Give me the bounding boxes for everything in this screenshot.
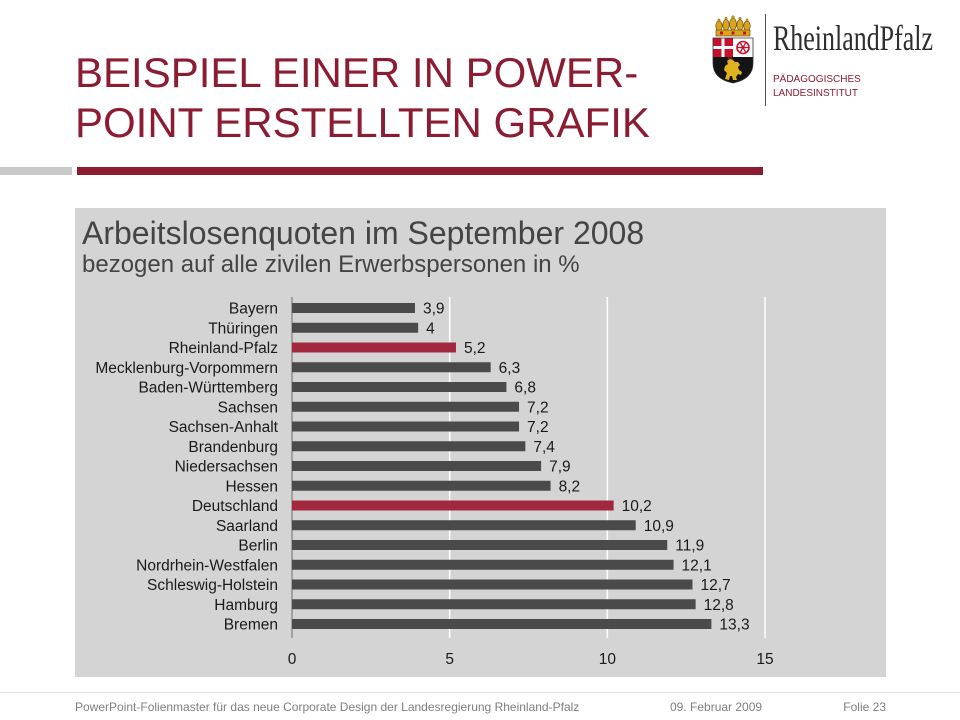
- bar: [292, 401, 520, 412]
- category-label: Berlin: [238, 538, 278, 555]
- slide-number: Folie 23: [843, 700, 886, 714]
- institute-name-line-1: PÄDAGOGISCHES: [773, 74, 861, 85]
- logo-wordmark: RheinlandPfalz: [773, 18, 933, 58]
- data-label: 13,3: [719, 617, 749, 634]
- category-label: Schleswig-Holstein: [147, 577, 278, 594]
- chart-subtitle: bezogen auf alle zivilen Erwerbspersonen…: [82, 251, 580, 278]
- bar: [292, 322, 419, 333]
- slide-title-line-2: POINT ERSTELLTEN GRAFIK: [75, 99, 650, 146]
- logo-wordmark-text: RheinlandPfalz: [773, 18, 933, 58]
- data-label: 7,4: [533, 439, 555, 456]
- category-label: Hamburg: [214, 597, 278, 614]
- bar: [292, 520, 636, 531]
- title-rule-accent: [77, 167, 763, 175]
- title-rule-gray: [0, 167, 72, 175]
- footer-text: PowerPoint-Folienmaster für das neue Cor…: [75, 700, 580, 714]
- category-label: Sachsen: [218, 399, 278, 416]
- category-label: Baden-Württemberg: [138, 380, 278, 397]
- data-label: 8,2: [559, 478, 581, 495]
- data-label: 12,8: [704, 597, 734, 614]
- institute-name-line-2: LANDESINSTITUT: [773, 88, 859, 99]
- crown-icon: [715, 15, 751, 37]
- data-label: 12,7: [700, 577, 730, 594]
- category-label: Mecklenburg-Vorpommern: [95, 360, 278, 377]
- data-label: 11,9: [675, 538, 704, 555]
- category-label: Rheinland-Pfalz: [169, 340, 278, 357]
- data-label: 5,2: [464, 340, 486, 357]
- data-label: 6,3: [499, 360, 521, 377]
- bar: [292, 303, 415, 313]
- logo-divider: [765, 14, 766, 106]
- x-tick-label: 0: [288, 651, 297, 668]
- data-label: 6,8: [514, 380, 536, 397]
- bar: [292, 619, 712, 629]
- bar: [292, 559, 674, 570]
- category-label: Bremen: [224, 617, 278, 634]
- chart-panel: Arbeitslosenquoten im September 2008 bez…: [75, 208, 886, 677]
- category-label: Brandenburg: [188, 439, 278, 456]
- x-tick-label: 15: [756, 651, 773, 668]
- category-label: Bayern: [229, 301, 278, 318]
- bar: [292, 421, 520, 432]
- data-label: 12,1: [682, 557, 712, 574]
- data-label: 10,9: [644, 518, 674, 535]
- category-label: Deutschland: [192, 498, 278, 515]
- category-label: Nordrhein-Westfalen: [136, 557, 278, 574]
- footer-date: 09. Februar 2009: [670, 700, 763, 714]
- footer-divider: [0, 692, 960, 693]
- bar: [292, 441, 526, 452]
- shield-icon: [712, 37, 754, 84]
- chart-title: Arbeitslosenquoten im September 2008: [82, 215, 645, 251]
- category-label: Saarland: [216, 518, 278, 535]
- slide-title-line-1: BEISPIEL EINER IN POWER-: [75, 49, 639, 96]
- category-label: Thüringen: [208, 320, 278, 337]
- category-label: Niedersachsen: [175, 459, 278, 476]
- bar: [292, 362, 491, 373]
- bar-chart: 0 5 10 15 Bayern 3,9 Thüringen 4 Rheinland-Pfalz…: [95, 297, 774, 668]
- slide-title: BEISPIEL EINER IN POWER- POINT ERSTELLTE…: [75, 48, 650, 148]
- bar: [292, 480, 551, 491]
- data-label: 3,9: [423, 301, 445, 318]
- bar: [292, 342, 456, 353]
- bar: [292, 599, 696, 610]
- coat-of-arms-logo: [712, 15, 754, 84]
- category-label: Sachsen-Anhalt: [169, 419, 279, 436]
- data-label: 4: [426, 320, 435, 337]
- data-label: 7,9: [549, 459, 571, 476]
- bar: [292, 500, 614, 511]
- bar: [292, 461, 542, 471]
- bar: [292, 382, 507, 392]
- category-label: Hessen: [225, 478, 278, 495]
- x-tick-label: 5: [445, 651, 454, 668]
- bar: [292, 540, 668, 550]
- x-tick-label: 10: [599, 651, 617, 668]
- bar: [292, 579, 693, 590]
- data-label: 10,2: [622, 498, 652, 515]
- data-label: 7,2: [527, 399, 549, 416]
- data-label: 7,2: [527, 419, 549, 436]
